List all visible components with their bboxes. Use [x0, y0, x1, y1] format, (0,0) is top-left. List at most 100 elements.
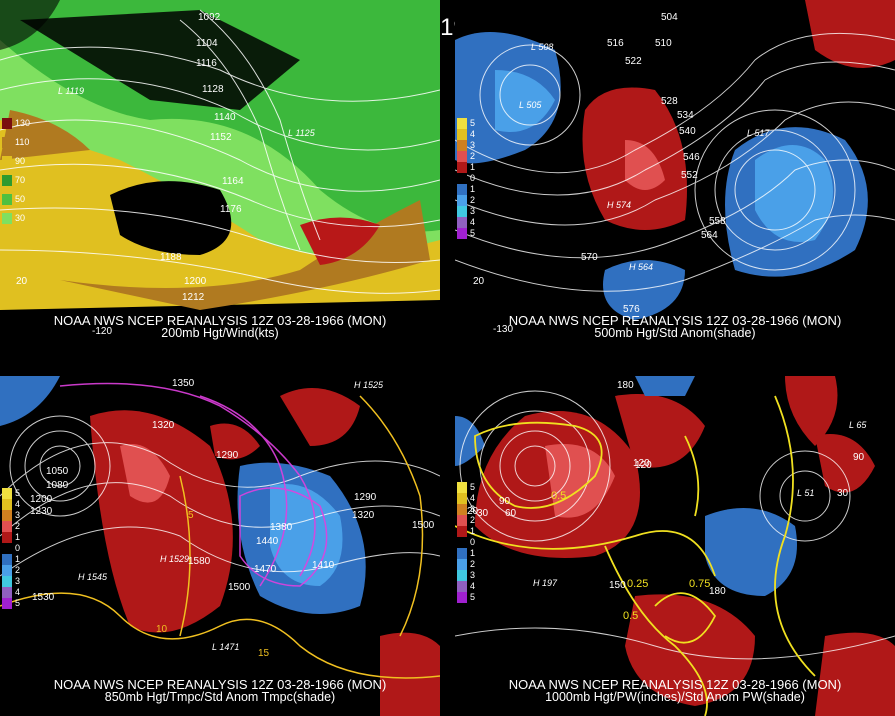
legend-label: 2 [470, 515, 476, 525]
contour-label: 1320 [152, 420, 175, 431]
legend-row: 4 [2, 587, 20, 598]
legend-row: 5 [457, 482, 475, 493]
legend-row: 1 [457, 526, 475, 537]
legend-row: 2 [457, 151, 475, 162]
longitude-label: 20 [16, 276, 28, 287]
legend-row: 3 [457, 504, 475, 515]
legend-label: 2 [15, 565, 21, 575]
pressure-center: H 1545 [78, 572, 108, 582]
legend-label: 70 [15, 175, 26, 185]
contour-label: 120 [635, 460, 652, 471]
pw-label: 0.5 [623, 610, 639, 622]
contour-label: 90 [499, 496, 511, 507]
isotherm-label: 10 [156, 624, 168, 635]
legend-label: 2 [470, 195, 476, 205]
pressure-center: H 1529 [160, 554, 190, 564]
legend-label: 1 [15, 554, 21, 564]
legend-label: 30 [15, 213, 26, 223]
legend-row: 1 [457, 548, 475, 559]
legend-row: 4 [457, 581, 475, 592]
caption-line-2: 1000mb Hgt/PW(inches)/Std Anom PW(shade) [545, 690, 805, 704]
contour-label: 576 [623, 304, 640, 315]
pressure-center: L 517 [747, 128, 770, 138]
legend-row: 50 [2, 194, 30, 205]
legend-row: 1 [2, 532, 20, 543]
pressure-center: L 508 [531, 42, 554, 52]
legend-200mb: 130 110 90 70 50 30 [2, 118, 30, 224]
contour-label: 1212 [182, 292, 205, 303]
contour-label: 1230 [30, 506, 53, 517]
contour-label: 1104 [196, 38, 218, 49]
legend-1000mb: 5 4 3 2 1 0 1 2 3 4 5 [457, 482, 475, 603]
legend-row: 3 [2, 576, 20, 587]
caption-line-1: NOAA NWS NCEP REANALYSIS 12Z 03-28-1966 … [53, 677, 387, 692]
contour-label: 516 [607, 38, 624, 49]
longitude-label: -130 [493, 324, 514, 335]
legend-row: 1 [457, 184, 475, 195]
legend-row: 4 [2, 499, 20, 510]
legend-row: 0 [457, 537, 475, 548]
pressure-center: H 197 [533, 578, 558, 588]
legend-label: 4 [470, 581, 476, 591]
legend-label: 4 [470, 129, 476, 139]
pressure-center: H 1525 [354, 380, 384, 390]
legend-row: 1 [2, 554, 20, 565]
legend-label: 4 [15, 499, 21, 509]
contour-label: 1152 [210, 132, 232, 143]
contour-label: 1530 [32, 592, 55, 603]
contour-label: 30 [477, 508, 489, 519]
contour-label: 1320 [352, 510, 375, 521]
contour-label: 60 [505, 508, 517, 519]
pressure-center: L 505 [519, 100, 542, 110]
legend-label: 2 [470, 559, 476, 569]
contour-label: 1500 [228, 582, 251, 593]
caption-line-2: 500mb Hgt/Std Anom(shade) [594, 326, 756, 340]
panel-500mb: 5 4 3 2 1 0 1 2 3 4 5 504 510 516 522 52… [455, 0, 895, 340]
contour-label: 1290 [216, 450, 239, 461]
caption-line-1: NOAA NWS NCEP REANALYSIS 12Z 03-28-1966 … [508, 677, 842, 692]
contour-label: 546 [683, 152, 700, 163]
legend-row: 5 [2, 488, 20, 499]
isotherm-label: 15 [258, 648, 270, 659]
map-500mb [455, 0, 895, 340]
legend-row: 110 [2, 137, 30, 148]
legend-row: 4 [457, 493, 475, 504]
pressure-center: L 1125 [288, 128, 315, 138]
legend-row: 4 [457, 129, 475, 140]
legend-label: 3 [470, 140, 476, 150]
contour-label: 150 [609, 580, 626, 591]
contour-label: 504 [661, 12, 678, 23]
legend-label: 4 [470, 493, 476, 503]
legend-row: 5 [457, 228, 475, 239]
map-850mb [0, 376, 440, 716]
pressure-center: H 574 [607, 200, 632, 210]
legend-label: 2 [15, 521, 21, 531]
isotherm-label: 5 [188, 510, 194, 521]
legend-row: 3 [2, 510, 20, 521]
pressure-center: L 1119 [58, 86, 85, 96]
legend-row: 130 [2, 118, 30, 129]
contour-label: 510 [655, 38, 672, 49]
caption-line-1: NOAA NWS NCEP REANALYSIS 12Z 03-28-1966 … [508, 313, 842, 328]
contour-label: 30 [837, 488, 849, 499]
legend-label: 4 [15, 587, 21, 597]
panel-850mb: 5 4 3 2 1 0 1 2 3 4 5 1350 1320 1290 105… [0, 376, 440, 716]
legend-label: 3 [15, 510, 21, 520]
legend-row: 2 [457, 559, 475, 570]
legend-label: 110 [15, 137, 30, 147]
contour-label: 180 [709, 586, 726, 597]
caption-200mb: NOAA NWS NCEP REANALYSIS 12Z 03-28-1966 … [0, 314, 440, 340]
contour-label: 534 [677, 110, 694, 121]
longitude-label: -120 [92, 326, 113, 337]
panel-1000mb: 5 4 3 2 1 0 1 2 3 4 5 180 120 90 60 30 0… [455, 376, 895, 716]
contour-label: 522 [625, 56, 642, 67]
contour-label: 1200 [30, 494, 53, 505]
contour-label: 1500 [412, 520, 435, 531]
pw-label: 0.75 [689, 578, 711, 590]
pressure-center: L 51 [797, 488, 815, 498]
legend-label: 5 [470, 482, 476, 492]
legend-label: 5 [15, 488, 21, 498]
caption-500mb: NOAA NWS NCEP REANALYSIS 12Z 03-28-1966 … [455, 314, 895, 340]
legend-850mb: 5 4 3 2 1 0 1 2 3 4 5 [2, 488, 20, 609]
legend-label: 130 [15, 118, 31, 128]
